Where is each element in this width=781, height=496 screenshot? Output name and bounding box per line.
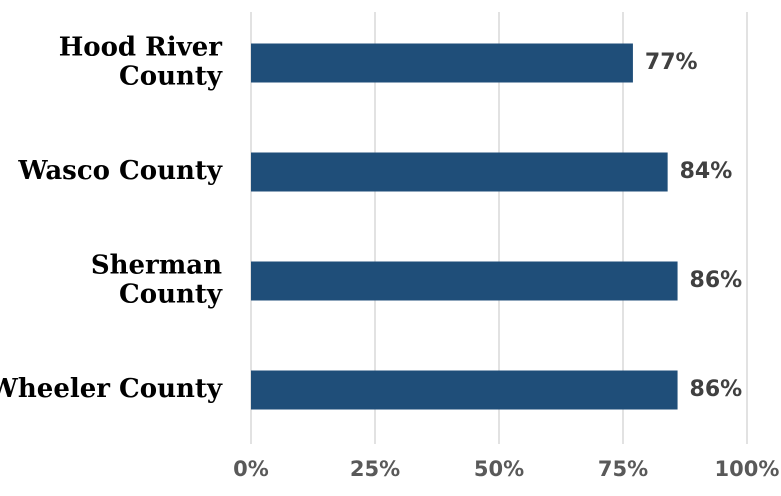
category-label-line: Sherman xyxy=(91,251,222,281)
data-label-2: 86% xyxy=(690,268,743,293)
value-axis-tick-labels: 0% 25% 50% 75% 100% xyxy=(233,457,779,481)
category-label-line: Wheeler County xyxy=(0,374,223,404)
category-label-line: Wasco County xyxy=(17,156,223,186)
bar-2 xyxy=(251,261,678,301)
category-label-line: County xyxy=(119,62,223,92)
category-label-line: County xyxy=(119,280,223,310)
category-label-2: Sherman County xyxy=(91,251,223,310)
data-labels: 77% 84% 86% 86% xyxy=(645,50,742,402)
category-label-0: Hood River County xyxy=(59,33,223,92)
bars xyxy=(251,43,678,410)
category-label-3: Wheeler County xyxy=(0,374,223,404)
category-label-1: Wasco County xyxy=(17,156,223,186)
bar-0 xyxy=(251,43,633,83)
tick-label-50: 50% xyxy=(474,457,524,481)
tick-label-75: 75% xyxy=(598,457,648,481)
data-label-0: 77% xyxy=(645,50,698,75)
tick-label-25: 25% xyxy=(350,457,400,481)
bar-3 xyxy=(251,370,678,410)
category-label-line: Hood River xyxy=(59,33,223,63)
bar-1 xyxy=(251,152,668,192)
data-label-3: 86% xyxy=(690,377,743,402)
tick-label-100: 100% xyxy=(715,457,780,481)
data-label-1: 84% xyxy=(680,159,733,184)
tick-label-0: 0% xyxy=(233,457,269,481)
